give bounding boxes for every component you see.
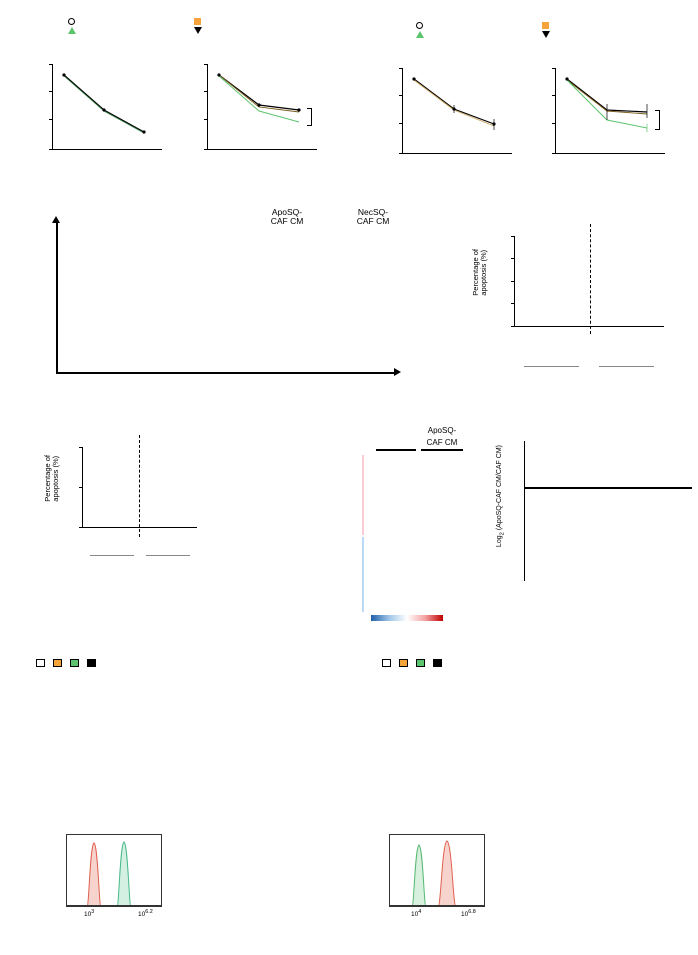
panel-c-bar-ylabel: Percentage of apoptosis (%) (471, 249, 488, 296)
legend-swatch-cafcm-icon (399, 659, 408, 667)
panel-i-hist-cd80: 103 106.2 (40, 830, 180, 940)
panel-c-bar: Percentage of apoptosis (%) (471, 224, 694, 399)
panel-a (22, 8, 352, 198)
panel-a-chart-m1 (49, 64, 177, 164)
panel-c-y-arrow (56, 222, 58, 372)
panel-a-chart-m2 (204, 64, 342, 164)
legend-marker-cafcm-icon (194, 18, 201, 25)
legend-marker-cont-icon (68, 18, 75, 25)
panel-f-col-header-1: ApoSQ- (427, 426, 457, 435)
panel-b-m2-line-svg (565, 77, 648, 132)
legend-swatch-necsq-icon (433, 659, 442, 667)
panel-b-legend (416, 22, 696, 38)
legend-marker-necsq-icon (542, 31, 550, 38)
legend-swatch-necsq-icon (87, 659, 96, 667)
legend-marker-aposq-icon (68, 27, 76, 34)
panel-g (8, 655, 353, 795)
panel-i: 103 106.2 104 106.8 (8, 800, 698, 955)
legend-marker-necsq-icon (194, 27, 202, 34)
panel-g-legend (36, 659, 104, 667)
panel-c-col-title-3: NecSQ- CAF CM (356, 207, 390, 226)
panel-c: ApoSQ- CAF CM NecSQ- CAF CM Percentage of a… (4, 200, 694, 400)
panel-c-x-arrowhead-icon (394, 368, 401, 376)
panel-f-scale-gradient (371, 615, 443, 621)
panel-e (200, 425, 355, 585)
i-left-xtick-1: 106.2 (138, 909, 153, 919)
panel-c-col-title-2: ApoSQ- CAF CM (270, 207, 304, 226)
panel-b (370, 8, 695, 198)
panel-d: Percentage of apoptosis (%) (40, 425, 220, 585)
i-right-xtick-1: 106.8 (461, 909, 476, 919)
panel-f-col-header-1b: CAF CM (426, 438, 458, 447)
panel-f-scale (368, 615, 446, 621)
panel-f-bar-ylabel: Log2 (ApoSQ-CAF CM/CAF CM) (496, 445, 506, 548)
panel-f-rowgroup-m2 (362, 537, 364, 612)
legend-swatch-cont-icon (36, 659, 45, 667)
panel-d-ylabel: Percentage of apoptosis (%) (43, 455, 60, 502)
panel-f-bar: Log2 (ApoSQ-CAF CM/CAF CM) (496, 425, 698, 630)
panel-c-y-arrowhead-icon (52, 216, 60, 223)
legend-swatch-aposq-icon (416, 659, 425, 667)
panel-i-hist-cd206: 104 106.8 (363, 830, 503, 940)
panel-h (358, 655, 698, 795)
panel-a-m2-line-svg (217, 73, 301, 123)
legend-swatch-aposq-icon (70, 659, 79, 667)
i-left-hist-svg (87, 841, 131, 905)
i-right-xtick-0: 104 (411, 909, 422, 919)
i-right-hist-svg (412, 840, 456, 905)
panel-f-rowgroup-m1 (362, 455, 364, 535)
panel-b-chart-m1 (399, 68, 527, 168)
panel-b-chart-m2 (552, 68, 690, 168)
legend-marker-cont-icon (416, 22, 423, 29)
panel-b-m1-line-svg (412, 77, 496, 130)
panel-c-x-arrow (56, 372, 396, 374)
legend-swatch-cafcm-icon (53, 659, 62, 667)
legend-marker-cafcm-icon (542, 22, 549, 29)
panel-f: ApoSQ- CAF CM Log2 (ApoSQ-CAF CM/CAF CM) (358, 425, 698, 630)
i-left-xtick-0: 103 (84, 909, 95, 919)
panel-a-legend (68, 18, 348, 34)
legend-swatch-cont-icon (382, 659, 391, 667)
legend-marker-aposq-icon (416, 31, 424, 38)
panel-a-m1-line-svg (62, 73, 146, 134)
panel-h-legend (382, 659, 450, 667)
